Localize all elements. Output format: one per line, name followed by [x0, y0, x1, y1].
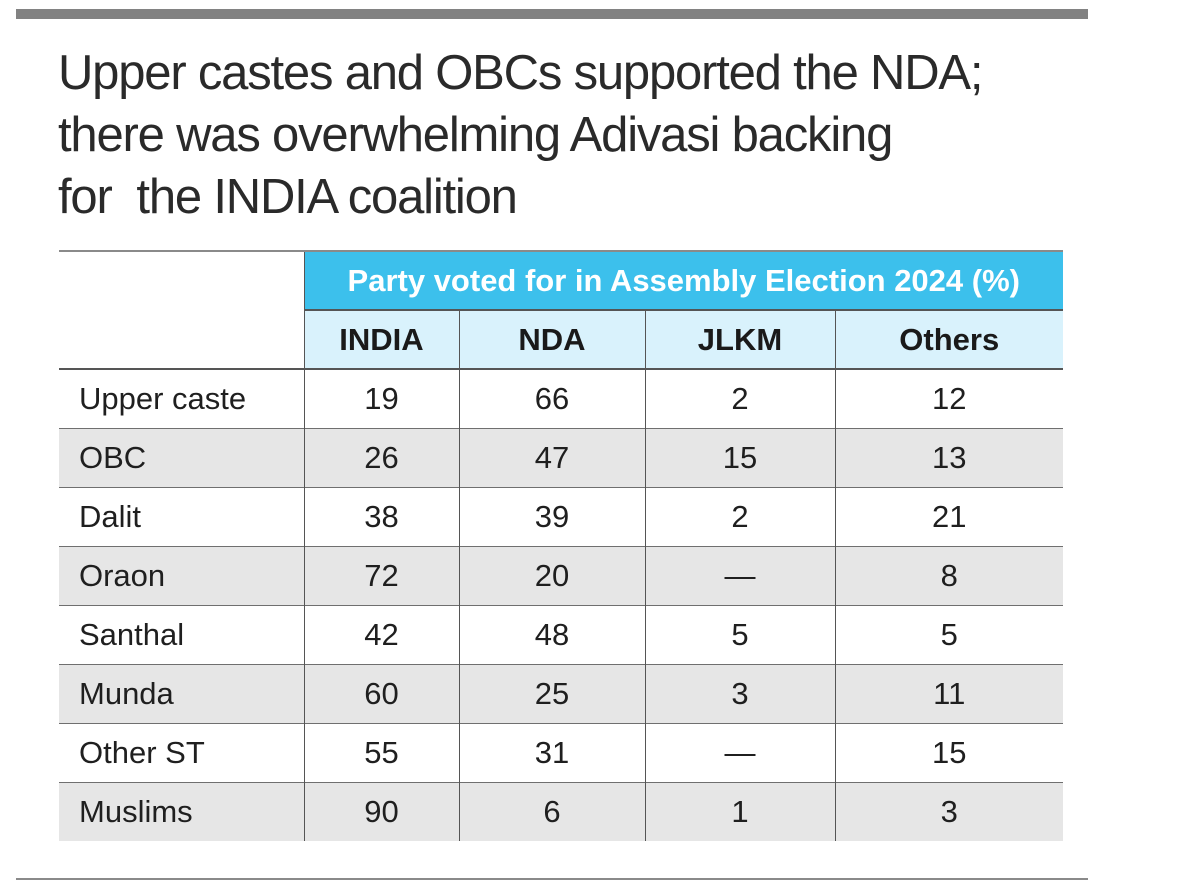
table-cell: 19: [303, 368, 459, 428]
column-header-others: Others: [834, 309, 1064, 369]
column-header-india: INDIA: [303, 309, 459, 369]
table-row: Upper caste 19 66 2 12: [59, 368, 1064, 428]
table-cell: 42: [303, 604, 459, 664]
table-cell: 3: [834, 781, 1064, 841]
table-cell: 66: [458, 368, 645, 428]
table-cell: 15: [644, 427, 835, 487]
table-row: Munda 60 25 3 11: [59, 663, 1064, 723]
row-label: OBC: [59, 427, 304, 487]
table-row: Dalit 38 39 2 21: [59, 486, 1064, 546]
table-cell: —: [644, 545, 835, 605]
corner-cell-lower: [59, 310, 304, 369]
row-label: Muslims: [59, 781, 304, 841]
chart-title: Upper castes and OBCs supported the NDA;…: [58, 42, 1078, 228]
table-cell: 20: [458, 545, 645, 605]
table-cell: 55: [303, 722, 459, 782]
table-cell: 26: [303, 427, 459, 487]
table-cell: 48: [458, 604, 645, 664]
table-cell: 3: [644, 663, 835, 723]
top-rule: [16, 9, 1088, 19]
table-cell: 38: [303, 486, 459, 546]
table-row: Santhal 42 48 5 5: [59, 604, 1064, 664]
table-cell: 39: [458, 486, 645, 546]
table-row: OBC 26 47 15 13: [59, 427, 1064, 487]
table-cell: 2: [644, 486, 835, 546]
table-cell: 25: [458, 663, 645, 723]
row-label: Dalit: [59, 486, 304, 546]
table-cell: 15: [834, 722, 1064, 782]
table-row: Oraon 72 20 — 8: [59, 545, 1064, 605]
column-header-jlkm: JLKM: [644, 309, 835, 369]
row-label: Upper caste: [59, 368, 304, 428]
column-header-nda: NDA: [458, 309, 645, 369]
table-cell: 13: [834, 427, 1064, 487]
row-label: Oraon: [59, 545, 304, 605]
table-cell: 47: [458, 427, 645, 487]
table-cell: 90: [303, 781, 459, 841]
row-label: Other ST: [59, 722, 304, 782]
title-line-2: there was overwhelming Adivasi backing: [58, 108, 893, 162]
group-header: Party voted for in Assembly Election 202…: [303, 250, 1064, 310]
row-label: Santhal: [59, 604, 304, 664]
table-row: Other ST 55 31 — 15: [59, 722, 1064, 782]
row-label: Munda: [59, 663, 304, 723]
table-row: Muslims 90 6 1 3: [59, 781, 1064, 841]
bottom-rule: [16, 878, 1088, 880]
table-cell: 2: [644, 368, 835, 428]
table-cell: 31: [458, 722, 645, 782]
table-cell: 8: [834, 545, 1064, 605]
table-cell: 12: [834, 368, 1064, 428]
table-cell: —: [644, 722, 835, 782]
table-cell: 11: [834, 663, 1064, 723]
title-line-1: Upper castes and OBCs supported the NDA;: [58, 46, 984, 100]
corner-cell: [59, 250, 304, 310]
table-cell: 5: [834, 604, 1064, 664]
table-cell: 5: [644, 604, 835, 664]
table-cell: 6: [458, 781, 645, 841]
vote-share-table: Party voted for in Assembly Election 202…: [59, 250, 1064, 841]
table-cell: 21: [834, 486, 1064, 546]
table-cell: 1: [644, 781, 835, 841]
table-cell: 60: [303, 663, 459, 723]
table-cell: 72: [303, 545, 459, 605]
title-line-3: for the INDIA coalition: [58, 170, 518, 224]
